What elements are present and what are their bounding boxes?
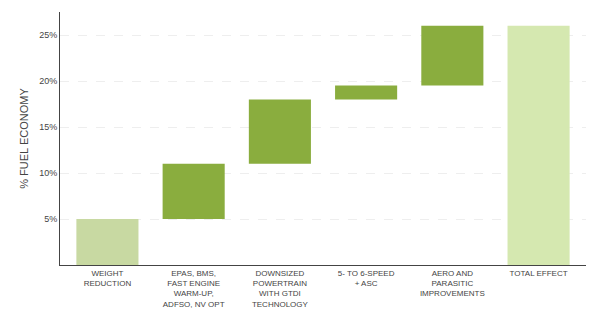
svg-text:WEIGHTREDUCTION: WEIGHTREDUCTION (84, 269, 132, 288)
svg-text:10%: 10% (39, 168, 57, 178)
svg-text:% FUEL ECONOMY: % FUEL ECONOMY (18, 88, 30, 189)
svg-text:TOTAL EFFECT: TOTAL EFFECT (510, 269, 568, 278)
svg-text:20%: 20% (39, 76, 57, 86)
svg-text:AERO ANDPARASITICIMPROVEMENTS: AERO ANDPARASITICIMPROVEMENTS (420, 269, 485, 299)
svg-text:15%: 15% (39, 122, 57, 132)
svg-text:5- TO 6-SPEED+ ASC: 5- TO 6-SPEED+ ASC (338, 269, 395, 288)
svg-text:25%: 25% (39, 30, 57, 40)
svg-text:EPAS, BMS,FAST ENGINEWARM-UP,A: EPAS, BMS,FAST ENGINEWARM-UP,ADFSO, NV O… (163, 269, 225, 309)
svg-text:5%: 5% (44, 214, 57, 224)
svg-text:DOWNSIZEDPOWERTRAINWITH GTDITE: DOWNSIZEDPOWERTRAINWITH GTDITECHNOLOGY (252, 269, 309, 309)
